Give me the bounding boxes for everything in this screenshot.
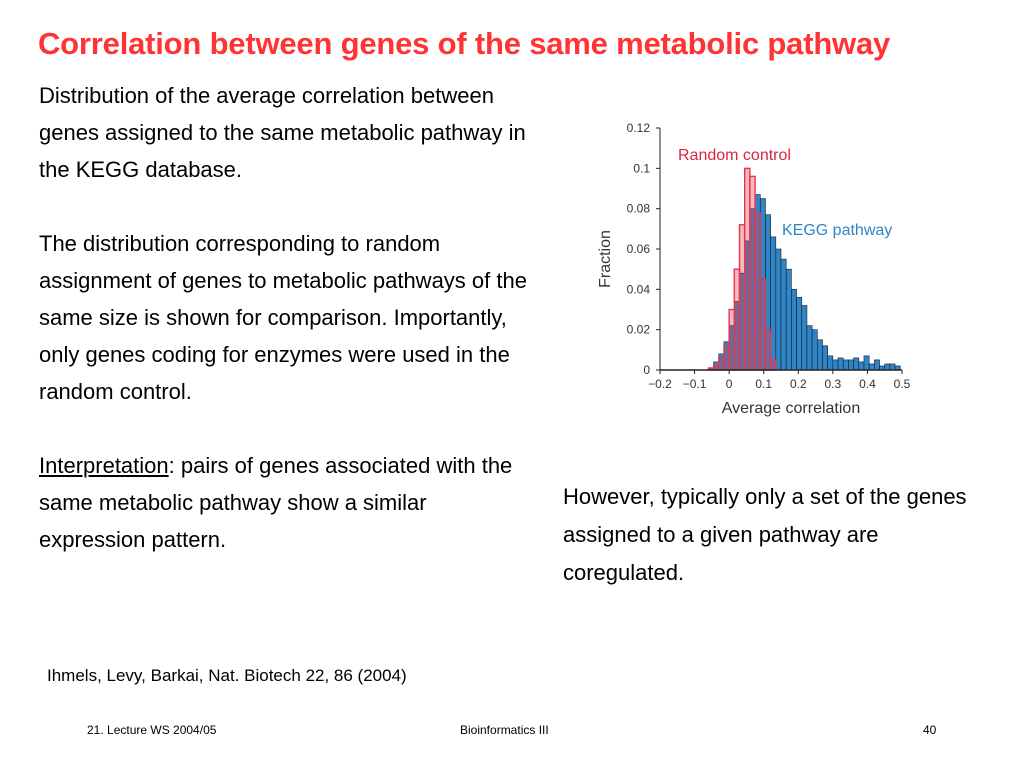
- interpretation-label: Interpretation: [39, 453, 169, 478]
- random-control-bar: [754, 211, 761, 371]
- description-paragraph: Distribution of the average correlation …: [39, 83, 526, 182]
- random-control-bar: [718, 357, 725, 371]
- kegg-bar: [775, 248, 782, 371]
- kegg-bar: [796, 297, 803, 371]
- x-tick-label: 0.2: [790, 377, 807, 391]
- kegg-bar: [770, 236, 777, 371]
- kegg-bar: [858, 361, 865, 371]
- kegg-bar: [853, 357, 860, 371]
- random-control-bar: [759, 278, 767, 371]
- footer-course: Bioinformatics III: [460, 723, 549, 737]
- x-axis-label: Average correlation: [722, 400, 860, 417]
- interpretation-paragraph: Interpretation: pairs of genes associate…: [39, 447, 539, 558]
- y-tick-label: 0.06: [627, 242, 651, 256]
- y-tick-label: 0.04: [627, 282, 651, 296]
- kegg-bar: [889, 363, 896, 371]
- y-tick-label: 0.02: [627, 323, 651, 337]
- coregulation-note: However, typically only a set of the gen…: [563, 484, 967, 585]
- random-control-bar: [728, 308, 736, 371]
- kegg-bar: [801, 305, 808, 371]
- x-tick-label: −0.2: [648, 377, 672, 391]
- legend-kegg-pathway: KEGG pathway: [782, 222, 892, 239]
- kegg-bar: [785, 268, 792, 371]
- y-tick-label: 0.12: [627, 121, 651, 135]
- kegg-bar: [832, 359, 839, 371]
- kegg-bar: [868, 363, 875, 371]
- x-tick-label: 0: [726, 377, 733, 391]
- interpretation-text: : pairs of genes associated with the sam…: [39, 453, 513, 552]
- footer-lecture: 21. Lecture WS 2004/05: [87, 723, 217, 737]
- kegg-bar: [811, 329, 818, 371]
- citation: Ihmels, Levy, Barkai, Nat. Biotech 22, 8…: [47, 666, 407, 685]
- correlation-histogram-chart: 0 0.02 0.04 0.06 0.08 0.1 0.12 −0.2 −0.1 0 0.1 0.2 0…: [597, 121, 911, 417]
- x-tick-label: 0.1: [755, 377, 772, 391]
- kegg-bar: [837, 357, 844, 371]
- kegg-bar: [822, 345, 828, 371]
- kegg-bar: [791, 289, 797, 371]
- footer-page-number: 40: [923, 723, 937, 737]
- y-axis-label: Fraction: [597, 230, 614, 288]
- slide-title: Correlation between genes of the same me…: [38, 26, 891, 61]
- random-control-bar: [723, 345, 730, 371]
- random-control-paragraph: The distribution corresponding to random…: [39, 231, 527, 404]
- y-tick-label: 0: [643, 363, 650, 377]
- kegg-bar: [884, 363, 891, 371]
- random-control-bar: [738, 224, 746, 371]
- kegg-bar: [827, 355, 834, 371]
- random-control-bar: [743, 167, 751, 371]
- x-tick-label: 0.5: [894, 377, 911, 391]
- kegg-bar: [848, 359, 854, 371]
- y-tick-label: 0.08: [627, 202, 651, 216]
- x-tick-label: 0.3: [825, 377, 842, 391]
- y-tick-label: 0.1: [633, 161, 650, 175]
- random-control-bar: [764, 328, 772, 371]
- x-tick-label: 0.4: [859, 377, 876, 391]
- chart-axes: 0 0.02 0.04 0.06 0.08 0.1 0.12 −0.2 −0.1 0 0.1 0.2 0…: [627, 121, 911, 391]
- legend-random-control: Random control: [678, 147, 791, 164]
- left-text-block: Distribution of the average correlation …: [39, 77, 539, 558]
- random-control-bar: [769, 359, 777, 371]
- chart-bars: [707, 167, 901, 371]
- kegg-bar: [874, 359, 880, 371]
- kegg-bar: [842, 359, 849, 371]
- random-control-bar: [749, 175, 756, 371]
- kegg-bar: [863, 355, 870, 371]
- random-control-bar: [733, 268, 741, 371]
- kegg-bar: [817, 339, 823, 371]
- kegg-bar: [780, 258, 787, 371]
- x-tick-label: −0.1: [683, 377, 707, 391]
- kegg-bar: [806, 325, 813, 371]
